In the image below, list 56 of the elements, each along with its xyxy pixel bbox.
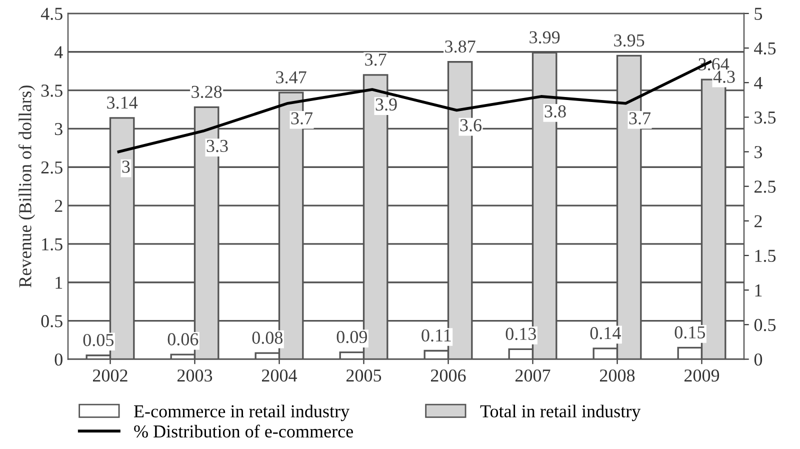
y2-tick-label: 4.5 [754, 42, 776, 55]
x-tick-label: 2008 [600, 369, 635, 382]
y2-tick-label: 1.5 [755, 250, 776, 262]
y-axis-title: Revenue (Billion of dollars) [18, 86, 36, 288]
data-label: 0.08 [252, 332, 283, 344]
data-label: 3.28 [192, 86, 222, 98]
legend-label: % Distribution of e-commerce [134, 424, 353, 438]
data-label: 0.05 [83, 334, 114, 346]
y-tick-label: 3.5 [41, 84, 62, 97]
y-tick-label: 1 [56, 276, 62, 289]
y-tick-label: 2 [54, 200, 62, 212]
y2-tick-label: 2.5 [754, 180, 776, 193]
y2-tick-label: 3 [754, 146, 762, 158]
x-tick-label: 2007 [515, 369, 550, 382]
legend-label: Total in retail industry [480, 404, 641, 422]
y-tick-label: 4 [54, 46, 63, 58]
y-tick-label: 0 [54, 353, 62, 366]
data-label: 3.9 [376, 98, 397, 111]
data-label: 3.7 [629, 112, 651, 124]
x-tick-label: 2002 [92, 369, 128, 382]
y-tick-label: 3 [54, 123, 62, 136]
data-label: 3.99 [530, 31, 560, 44]
data-label: 3 [122, 160, 130, 173]
data-label: 3.6 [460, 119, 482, 132]
y2-tick-label: 5 [754, 8, 762, 20]
data-label: 0.14 [590, 327, 621, 340]
x-tick-label: 2005 [346, 369, 382, 382]
data-label: 0.13 [506, 328, 536, 340]
x-tick-label: 2006 [430, 369, 466, 382]
data-label: 3.87 [445, 40, 476, 53]
data-label: 4.3 [713, 70, 735, 83]
y2-tick-label: 0.5 [754, 318, 776, 332]
data-label: 3.95 [614, 34, 644, 47]
y-tick-label: 4.5 [40, 8, 62, 20]
data-label: 3.47 [276, 71, 306, 84]
data-label: 3.8 [544, 105, 566, 118]
x-tick-label: 2003 [177, 369, 212, 382]
data-label: 0.11 [422, 329, 451, 342]
data-label: 0.09 [336, 330, 367, 344]
y-tick-label: 2.5 [41, 161, 62, 174]
data-label: 3.14 [107, 96, 138, 109]
data-label: 0.15 [674, 326, 706, 339]
y2-tick-label: 4 [754, 76, 762, 89]
y2-tick-label: 0 [754, 353, 762, 366]
y-tick-label: 1.5 [42, 238, 62, 250]
x-tick-label: 2004 [262, 369, 298, 382]
data-label: 3.7 [365, 54, 386, 66]
y2-tick-label: 3.5 [754, 111, 776, 124]
y2-tick-label: 1 [755, 284, 762, 296]
data-label: 3.3 [206, 140, 228, 152]
y2-tick-label: 2 [754, 215, 762, 228]
legend-label: E-commerce in retail industry [134, 404, 350, 422]
data-label: 3.7 [291, 112, 313, 124]
y-tick-label: 0.5 [41, 315, 62, 328]
data-label: 0.06 [168, 333, 198, 346]
x-tick-label: 2009 [684, 369, 720, 382]
